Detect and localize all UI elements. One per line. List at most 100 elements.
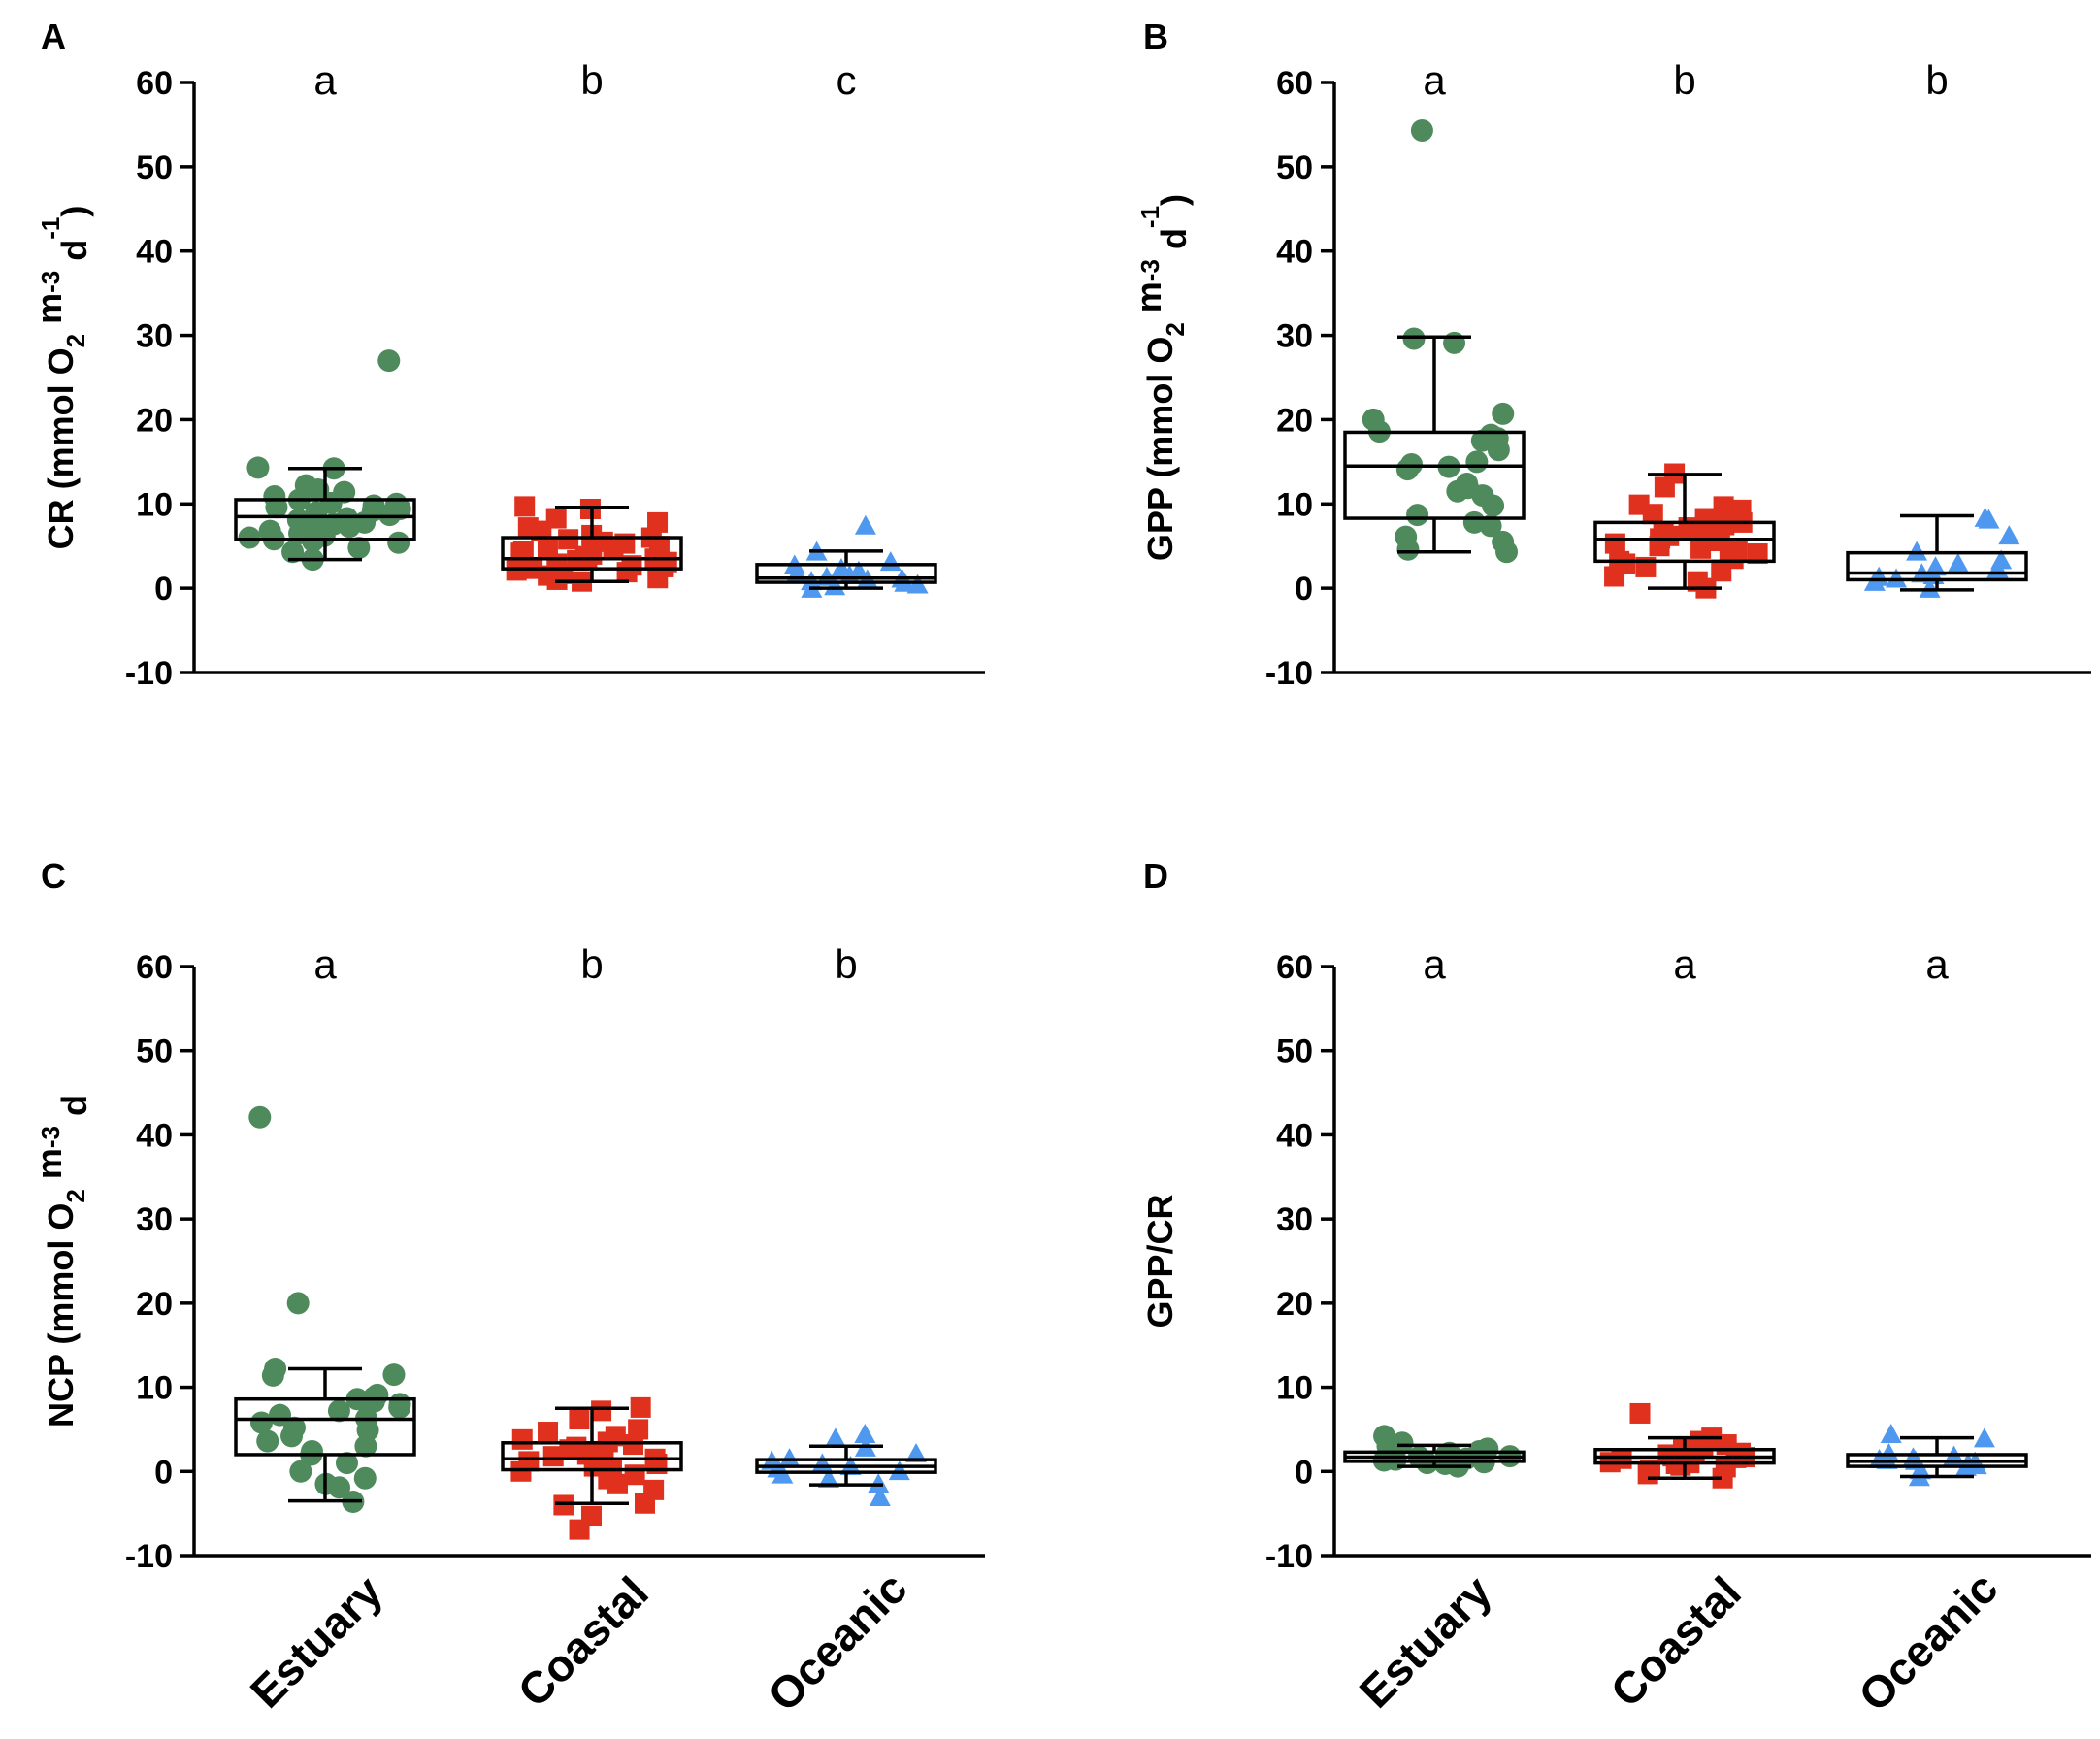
data-point	[388, 1395, 411, 1419]
data-point	[1470, 429, 1493, 452]
data-point	[347, 536, 371, 559]
y-tick-label: -10	[125, 655, 173, 692]
y-tick-label: 50	[1276, 149, 1313, 186]
y-axis-label-part: CR (mmol O	[41, 347, 81, 549]
data-point	[1395, 458, 1419, 481]
panel-label: C	[41, 856, 66, 896]
y-axis-label-part: 2	[61, 1189, 90, 1202]
y-axis-label-part: -3	[36, 271, 65, 293]
data-point	[382, 1363, 406, 1387]
y-tick-label: -10	[1265, 655, 1313, 692]
y-tick-label: 60	[136, 949, 173, 986]
group-estuary: a	[234, 57, 416, 572]
box	[1343, 430, 1526, 520]
data-point	[338, 515, 361, 539]
data-point	[286, 1292, 310, 1315]
x-category-label: Estuary	[1350, 1565, 1501, 1717]
y-tick-label: 60	[1276, 949, 1313, 986]
data-point	[1978, 509, 2000, 529]
data-point	[905, 1442, 928, 1462]
data-point	[1642, 504, 1663, 525]
data-point	[328, 1476, 351, 1499]
data-point	[1880, 1423, 1902, 1443]
data-point	[1947, 552, 1969, 573]
significance-letter: b	[1925, 57, 1948, 103]
data-point	[1604, 566, 1625, 587]
data-point	[630, 1396, 651, 1418]
panel-label: B	[1143, 16, 1168, 56]
data-point	[538, 1422, 559, 1443]
group-oceanic: c	[755, 57, 937, 598]
data-point	[1446, 479, 1469, 503]
box	[501, 536, 683, 571]
data-point	[256, 1429, 279, 1453]
data-point	[591, 1400, 612, 1422]
data-point	[824, 1427, 846, 1448]
data-point	[1482, 494, 1505, 517]
data-point	[1406, 504, 1429, 527]
y-axis-label-part: GPP/CR	[1140, 1194, 1180, 1328]
y-tick-label: 0	[1295, 571, 1313, 607]
data-point	[327, 1399, 350, 1423]
data-point	[811, 1453, 834, 1473]
y-tick-label: 20	[136, 1286, 173, 1323]
data-point	[868, 1473, 890, 1493]
data-point	[362, 1390, 385, 1413]
data-point	[1492, 402, 1515, 425]
y-axis-label-part: -1	[36, 217, 65, 240]
y-tick-label: 30	[136, 1201, 173, 1238]
data-point	[854, 514, 876, 535]
group-oceanic: b Oceanic	[755, 941, 937, 1721]
y-tick-label: 0	[1295, 1454, 1313, 1491]
data-point	[281, 541, 305, 564]
significance-letter: b	[1673, 57, 1695, 103]
data-point	[1711, 561, 1732, 582]
data-point	[1629, 1402, 1651, 1424]
y-tick-label: 20	[1276, 1286, 1313, 1323]
data-point	[353, 1466, 377, 1490]
data-point	[824, 575, 846, 596]
y-tick-label: 10	[136, 1370, 173, 1407]
data-point	[1604, 533, 1625, 554]
data-point	[635, 1493, 656, 1514]
group-coastal: b	[1593, 57, 1776, 599]
y-axis-label-part: )	[54, 206, 94, 217]
data-point	[514, 496, 536, 517]
y-tick-label: 40	[1276, 234, 1313, 271]
box	[755, 563, 937, 584]
y-tick-label: 10	[136, 486, 173, 523]
y-tick-label: 40	[136, 234, 173, 271]
panel-label: A	[41, 16, 66, 56]
y-axis-label-part: -3	[36, 1126, 65, 1148]
x-category-label: Estuary	[241, 1565, 392, 1717]
panel-c: C -10 0 10 20 30 40 50 60 NCP (mmol O2 m-3 d a Estu…	[29, 856, 985, 1721]
panel-d: D-100102030405060GPP/CRaEstuaryaCoastala…	[1140, 856, 2091, 1721]
data-point	[1637, 1463, 1658, 1485]
data-point	[1479, 514, 1502, 538]
data-point	[1714, 514, 1735, 536]
significance-letter: a	[1673, 941, 1696, 987]
data-point	[569, 1409, 590, 1430]
y-tick-label: 40	[1276, 1117, 1313, 1154]
significance-letter: b	[835, 941, 857, 987]
data-point	[1906, 541, 1928, 561]
y-axis-label-part: m	[1129, 281, 1168, 322]
y-tick-label: 50	[136, 1034, 173, 1070]
data-point	[246, 456, 270, 479]
y-tick-label: 20	[136, 402, 173, 439]
y-axis-label-part: d	[1154, 228, 1194, 259]
y-axis-label-part: 2	[1161, 322, 1190, 336]
significance-letter: a	[313, 941, 337, 987]
panel-a: A -10 0 10 20 30 40 50 60 CR (mmol O2 m-3 d-1) a b c	[29, 16, 985, 692]
group-coastal: a Coastal	[1593, 941, 1776, 1717]
x-category-label: Coastal	[509, 1567, 658, 1717]
y-tick-label: 10	[1276, 1370, 1313, 1407]
data-point	[289, 1460, 312, 1483]
significance-letter: b	[580, 57, 603, 103]
y-axis-label-part: 2	[61, 334, 90, 347]
data-point	[1713, 496, 1734, 517]
data-point	[1973, 1427, 1995, 1448]
y-tick-label: 50	[136, 149, 173, 186]
data-point	[387, 531, 410, 554]
data-point	[888, 1460, 910, 1481]
